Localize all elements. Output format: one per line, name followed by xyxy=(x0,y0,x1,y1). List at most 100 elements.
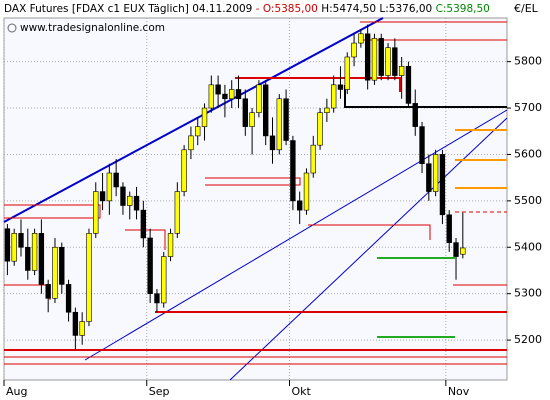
candle-body xyxy=(4,228,11,262)
candle-body xyxy=(330,84,337,109)
trend-line xyxy=(84,109,508,361)
candle-body xyxy=(229,89,235,100)
level-line xyxy=(205,177,301,186)
x-tick-label: Nov xyxy=(448,385,470,398)
y-tick-label: 5600 xyxy=(514,147,542,160)
candle-body xyxy=(133,195,140,211)
candle-body xyxy=(351,42,357,58)
header-open: - O:5385,00 xyxy=(256,3,318,15)
header-title: DAX Futures [FDAX c1 EUX Täglich] 04.11.… xyxy=(4,3,252,15)
candle-body xyxy=(45,284,51,299)
x-tick-label: Sep xyxy=(149,385,170,398)
candle-body xyxy=(344,56,350,90)
candle-body xyxy=(297,200,303,211)
candle-body xyxy=(235,89,242,100)
candle-body xyxy=(412,103,418,127)
candle-body xyxy=(59,246,65,285)
candle-body xyxy=(147,237,153,294)
candle-body xyxy=(283,98,289,141)
candle-body xyxy=(453,242,459,257)
candle-body xyxy=(398,65,405,76)
plot-area xyxy=(3,17,508,381)
candle-body xyxy=(324,107,330,113)
candle-body xyxy=(86,233,92,322)
axes: 5200 5300 5400 5500 5600 5700 5800 Aug Sep Okt Nov xyxy=(3,55,542,398)
candle-body xyxy=(106,172,113,202)
candle-body xyxy=(127,195,133,206)
chart-header: DAX Futures [FDAX c1 EUX Täglich] 04.11.… xyxy=(4,3,490,15)
level-line xyxy=(4,204,101,219)
candle-body xyxy=(161,256,167,304)
candle-body xyxy=(358,33,364,44)
watermark: www.tradesignalonline.com xyxy=(20,22,165,34)
candle-body xyxy=(249,112,255,127)
candle-body xyxy=(460,247,466,255)
candle-body xyxy=(419,126,425,165)
candle-body xyxy=(426,163,432,192)
candle-body xyxy=(242,98,248,127)
candle-body xyxy=(385,47,391,76)
candle-body xyxy=(432,154,439,192)
candle-body xyxy=(174,191,181,234)
y-tick-label: 5700 xyxy=(514,101,542,114)
annotations xyxy=(3,17,508,381)
candle-body xyxy=(222,93,228,100)
candle-body xyxy=(99,191,106,202)
x-tick-label: Aug xyxy=(6,385,27,398)
candle-body xyxy=(52,246,58,299)
candle-body xyxy=(256,84,262,113)
y-tick-label: 5800 xyxy=(514,55,542,68)
candle-body xyxy=(364,33,371,81)
candle-body xyxy=(188,135,194,151)
candle-body xyxy=(79,321,85,336)
candle-body xyxy=(72,311,79,336)
candle-body xyxy=(371,38,378,81)
candle-body xyxy=(263,84,269,137)
candles xyxy=(4,24,466,350)
candle-body xyxy=(25,246,31,271)
candle-body xyxy=(317,112,323,146)
candle-body xyxy=(93,191,99,234)
header-close: C:5398,50 xyxy=(436,3,490,15)
trend-line xyxy=(3,17,384,223)
candle-body xyxy=(18,233,24,248)
candle-body xyxy=(167,233,174,257)
level-line xyxy=(308,224,431,240)
candle-body xyxy=(38,233,45,285)
candle-body xyxy=(11,233,17,262)
y-tick-label: 5300 xyxy=(514,287,542,300)
candle-body xyxy=(269,135,276,151)
y-tick-label: 5500 xyxy=(514,194,542,207)
y-tick-label: 5400 xyxy=(514,240,542,253)
candle-body xyxy=(276,98,282,151)
candle-body xyxy=(201,107,208,127)
level-line xyxy=(125,229,166,250)
candle-body xyxy=(208,84,214,109)
level-line xyxy=(235,77,401,92)
candle-body xyxy=(65,284,72,313)
axis-unit: €/EL xyxy=(514,2,539,15)
header-high-low: H:5474,50 L:5376,00 xyxy=(321,3,432,15)
candle-body xyxy=(195,126,201,137)
candle-body xyxy=(405,65,412,104)
candle-body xyxy=(392,47,398,76)
candle-body xyxy=(337,84,344,90)
candle-body xyxy=(154,293,160,304)
candle-body xyxy=(290,140,296,202)
candle-body xyxy=(215,84,221,95)
watermark-icon xyxy=(7,23,17,33)
candle-body xyxy=(446,214,452,243)
trend-line xyxy=(229,117,508,381)
candle-body xyxy=(439,154,446,216)
candle-body xyxy=(378,38,384,76)
x-tick-label: Okt xyxy=(291,385,311,398)
level-line xyxy=(344,85,507,108)
candle-body xyxy=(120,186,126,206)
candle-body xyxy=(113,172,119,188)
candle-body xyxy=(140,209,147,239)
candle-body xyxy=(181,149,187,192)
candle-body xyxy=(303,172,310,211)
candle-body xyxy=(310,144,316,174)
candle-body xyxy=(31,233,38,271)
